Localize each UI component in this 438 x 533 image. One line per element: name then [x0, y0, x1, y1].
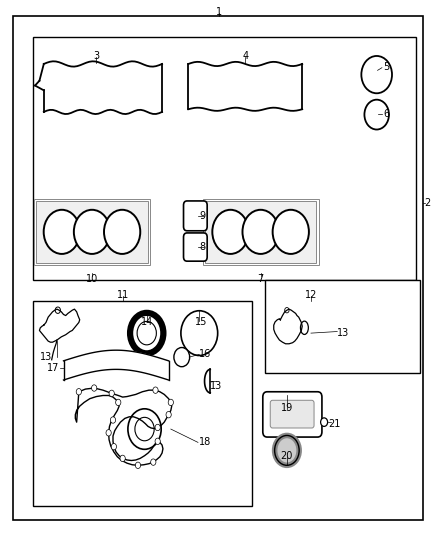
Circle shape: [364, 100, 389, 130]
Text: 13: 13: [210, 382, 223, 391]
Circle shape: [181, 311, 218, 356]
Text: 9: 9: [199, 212, 205, 221]
Circle shape: [92, 385, 97, 391]
Text: 14: 14: [141, 318, 153, 327]
Text: 1: 1: [216, 7, 222, 17]
Text: 6: 6: [383, 109, 389, 118]
Text: 7: 7: [258, 274, 264, 284]
Circle shape: [128, 409, 161, 449]
Circle shape: [285, 308, 289, 313]
Circle shape: [120, 455, 125, 462]
Text: 2: 2: [424, 198, 430, 207]
Text: 11: 11: [117, 290, 129, 300]
Bar: [33, 301, 252, 506]
Circle shape: [44, 210, 80, 254]
Circle shape: [137, 321, 156, 345]
FancyBboxPatch shape: [270, 400, 314, 428]
Text: 12: 12: [305, 290, 317, 300]
Text: 3: 3: [93, 51, 99, 61]
Circle shape: [174, 348, 190, 367]
Circle shape: [243, 210, 279, 254]
Text: 13: 13: [40, 352, 53, 362]
Text: 5: 5: [383, 62, 389, 71]
Text: 13: 13: [337, 328, 350, 338]
Text: 19: 19: [281, 403, 293, 413]
Circle shape: [111, 443, 117, 450]
Text: 8: 8: [199, 243, 205, 252]
Circle shape: [76, 389, 81, 395]
Text: 20: 20: [281, 451, 293, 461]
Text: 15: 15: [195, 318, 208, 327]
Circle shape: [153, 387, 158, 393]
Circle shape: [361, 56, 392, 93]
Circle shape: [151, 459, 156, 465]
FancyBboxPatch shape: [205, 201, 316, 263]
Text: 18: 18: [199, 438, 212, 447]
Text: 17: 17: [47, 363, 59, 373]
Circle shape: [212, 210, 249, 254]
Bar: [265, 280, 420, 373]
Circle shape: [155, 424, 160, 431]
Circle shape: [109, 390, 114, 397]
FancyBboxPatch shape: [184, 233, 207, 261]
Circle shape: [135, 417, 154, 441]
Circle shape: [275, 435, 299, 465]
Circle shape: [155, 438, 160, 445]
Circle shape: [321, 418, 328, 426]
Circle shape: [168, 399, 173, 406]
Circle shape: [135, 462, 141, 469]
Circle shape: [110, 417, 116, 423]
Circle shape: [104, 210, 140, 254]
Circle shape: [272, 210, 309, 254]
FancyBboxPatch shape: [263, 392, 322, 437]
Text: 21: 21: [328, 419, 341, 429]
Circle shape: [166, 411, 171, 418]
FancyBboxPatch shape: [36, 201, 148, 263]
FancyBboxPatch shape: [184, 201, 207, 231]
Circle shape: [106, 430, 111, 436]
Circle shape: [74, 210, 110, 254]
Text: 4: 4: [242, 51, 248, 61]
Circle shape: [116, 399, 121, 406]
Circle shape: [130, 313, 163, 353]
Text: 10: 10: [86, 274, 98, 284]
Circle shape: [55, 307, 60, 313]
Bar: [33, 37, 416, 280]
Text: 16: 16: [199, 350, 212, 359]
Ellipse shape: [300, 321, 308, 335]
